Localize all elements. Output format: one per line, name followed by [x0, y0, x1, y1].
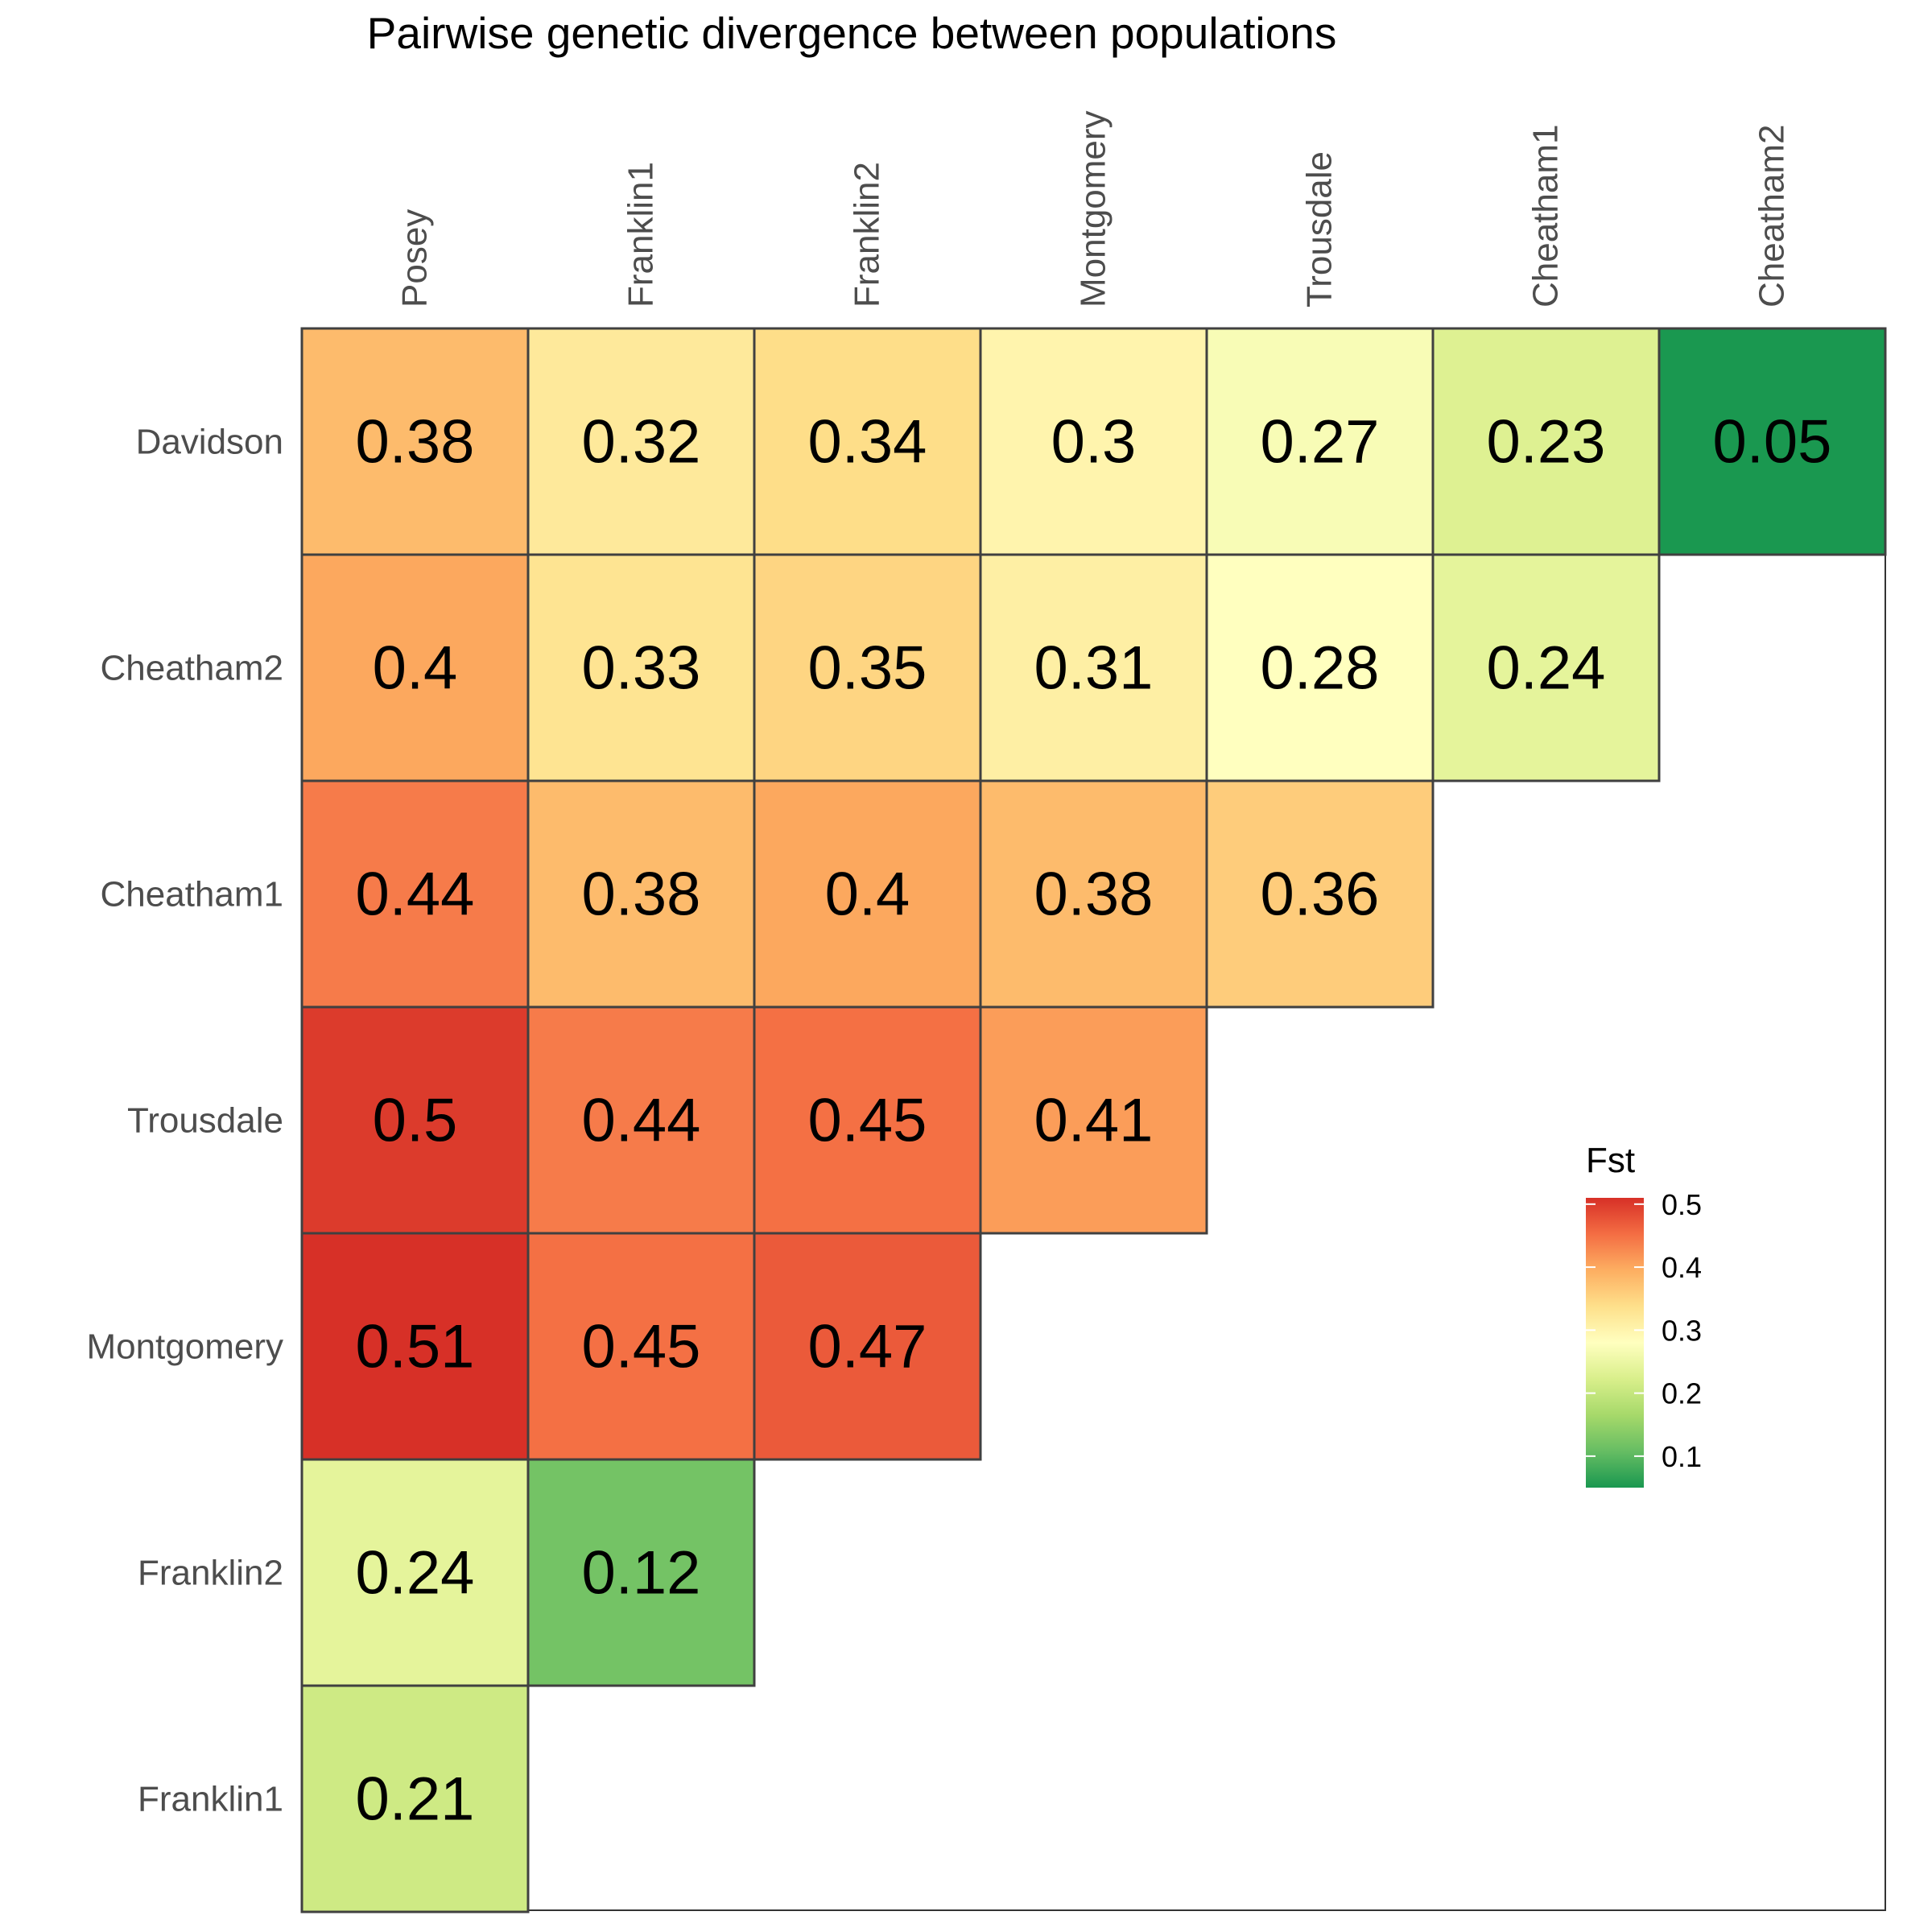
y-axis-tick-labels: Davidson Cheatham2 Cheatham1 Trousdale Montg…	[86, 423, 283, 1819]
heatmap-cell	[526, 1005, 756, 1235]
cell-value-label: 0.36	[1261, 861, 1380, 929]
x-tick-label: Trousdale	[1300, 151, 1340, 308]
heatmap-cell	[300, 327, 530, 556]
cell-value-label: 0.51	[356, 1313, 475, 1381]
legend-ticks: 0.1 0.2 0.3 0.4 0.5	[1586, 1188, 1702, 1473]
chart-title: Pairwise genetic divergence between popu…	[367, 8, 1337, 58]
cell-value-label: 0.31	[1034, 634, 1154, 703]
cell-value-label: 0.24	[1487, 634, 1606, 703]
cell-value-label: 0.28	[1261, 634, 1380, 703]
heatmap-cells: 0.38 0.32 0.34 0.3 0.27 0.23 0.05 0.4 0.33 0.35 0.…	[300, 327, 1887, 1913]
heatmap-cell	[753, 1005, 982, 1235]
legend-title: Fst	[1586, 1141, 1635, 1180]
legend-tick-label: 0.4	[1662, 1251, 1702, 1284]
heatmap-cell	[300, 553, 530, 782]
cell-value-label: 0.38	[356, 408, 475, 477]
cell-value-label: 0.47	[808, 1313, 927, 1381]
cell-value-label: 0.34	[808, 408, 927, 477]
legend-tick-label: 0.2	[1662, 1377, 1702, 1410]
heatmap-cell	[753, 779, 982, 1009]
heatmap-cell	[753, 1232, 982, 1461]
cell-value-label: 0.35	[808, 634, 927, 703]
legend-tick-label: 0.5	[1662, 1188, 1702, 1221]
cell-value-label: 0.44	[356, 861, 475, 929]
heatmap-cell	[979, 1005, 1208, 1235]
heatmap-cell	[526, 327, 756, 556]
cell-value-label: 0.5	[373, 1087, 458, 1155]
heatmap-cell	[753, 553, 982, 782]
heatmap-cell	[526, 779, 756, 1009]
x-axis-tick-labels: Posey Franklin1 Franklin2 Montgomery Trousda…	[395, 110, 1792, 308]
legend-tick-label: 0.3	[1662, 1314, 1702, 1347]
y-tick-label: Cheatham1	[101, 875, 283, 914]
cell-value-label: 0.24	[356, 1539, 475, 1608]
x-tick-label: Franklin1	[621, 162, 661, 308]
heatmap-cell	[526, 553, 756, 782]
legend-tick-label: 0.1	[1662, 1440, 1702, 1473]
x-tick-label: Franklin2	[848, 162, 887, 308]
heatmap-cell	[300, 1232, 530, 1461]
heatmap-cell	[1205, 779, 1435, 1009]
cell-value-label: 0.12	[582, 1539, 701, 1608]
y-tick-label: Montgomery	[86, 1327, 283, 1367]
cell-value-label: 0.33	[582, 634, 701, 703]
x-tick-label: Posey	[395, 209, 435, 308]
heatmap-cell	[1657, 327, 1887, 556]
cell-value-label: 0.4	[825, 861, 910, 929]
x-tick-label: Cheatham2	[1752, 125, 1792, 308]
cell-value-label: 0.23	[1487, 408, 1606, 477]
heatmap-cell	[300, 1458, 530, 1687]
heatmap-cell	[526, 1232, 756, 1461]
heatmap-cell	[979, 553, 1208, 782]
heatmap-cell	[300, 779, 530, 1009]
heatmap-cell	[526, 1458, 756, 1687]
heatmap-cell	[979, 327, 1208, 556]
cell-value-label: 0.41	[1034, 1087, 1154, 1155]
heatmap-cell	[300, 1684, 530, 1913]
heatmap-cell	[1431, 553, 1661, 782]
cell-value-label: 0.27	[1261, 408, 1380, 477]
x-tick-label: Montgomery	[1074, 110, 1113, 308]
cell-value-label: 0.3	[1051, 408, 1137, 477]
y-tick-label: Trousdale	[127, 1101, 283, 1141]
heatmap-cell	[1205, 553, 1435, 782]
cell-value-label: 0.45	[808, 1087, 927, 1155]
y-tick-label: Cheatham2	[101, 649, 283, 688]
legend-colorbar	[1586, 1198, 1644, 1488]
cell-value-label: 0.4	[373, 634, 458, 703]
x-tick-label: Cheatham1	[1526, 125, 1566, 308]
cell-value-label: 0.05	[1713, 408, 1832, 477]
y-tick-label: Franklin1	[138, 1780, 283, 1819]
heatmap-cell	[979, 779, 1208, 1009]
y-tick-label: Davidson	[136, 423, 283, 462]
cell-value-label: 0.44	[582, 1087, 701, 1155]
heatmap-cell	[1431, 327, 1661, 556]
cell-value-label: 0.45	[582, 1313, 701, 1381]
cell-value-label: 0.32	[582, 408, 701, 477]
cell-value-label: 0.38	[582, 861, 701, 929]
cell-value-label: 0.21	[356, 1765, 475, 1834]
cell-value-label: 0.38	[1034, 861, 1154, 929]
y-tick-label: Franklin2	[138, 1554, 283, 1593]
legend: Fst 0.1 0.2 0.3 0.4 0.5	[1586, 1141, 1702, 1488]
